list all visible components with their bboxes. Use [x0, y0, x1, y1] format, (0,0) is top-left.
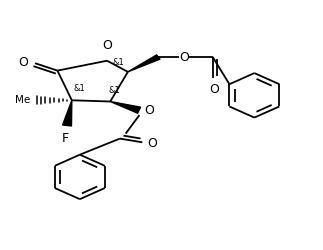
Text: O: O	[209, 83, 219, 96]
Polygon shape	[128, 55, 160, 72]
Text: O: O	[18, 56, 28, 69]
Text: &1: &1	[73, 84, 85, 93]
Text: O: O	[147, 136, 157, 149]
Text: Me: Me	[15, 95, 30, 105]
Polygon shape	[110, 102, 141, 113]
Text: O: O	[102, 39, 112, 52]
Text: O: O	[179, 50, 189, 64]
Text: F: F	[62, 132, 69, 145]
Text: O: O	[144, 104, 154, 117]
Text: &1: &1	[109, 86, 120, 95]
Text: &1: &1	[113, 58, 125, 68]
Polygon shape	[63, 100, 72, 126]
